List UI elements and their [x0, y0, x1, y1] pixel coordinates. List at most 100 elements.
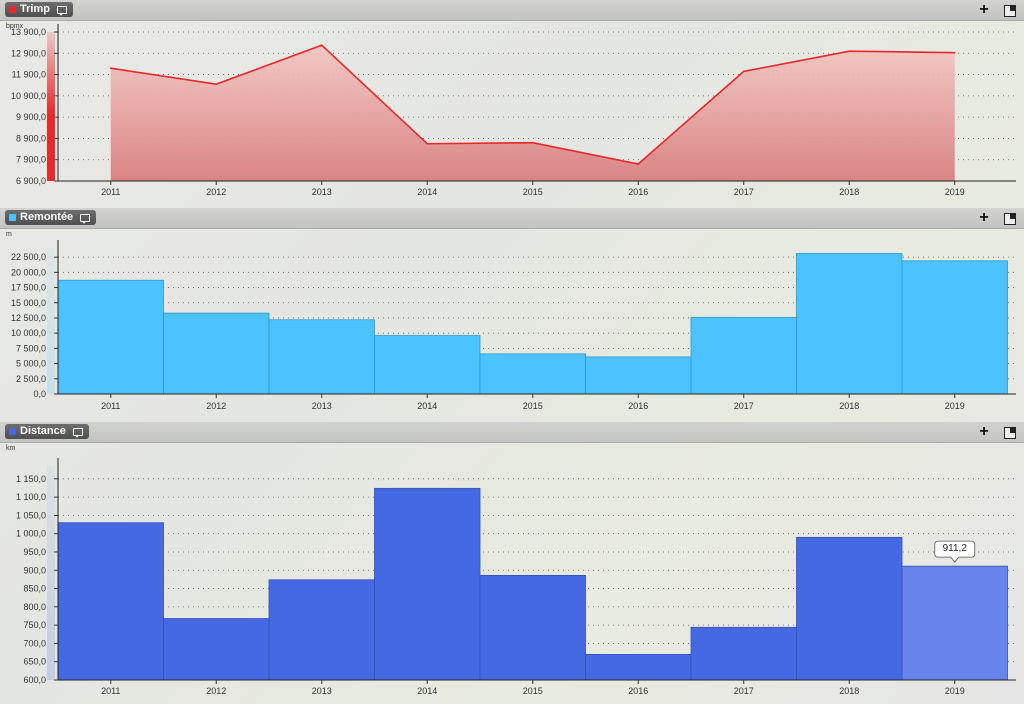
remontee-title: Remontée — [20, 211, 74, 223]
panel-header: Remontée + — [0, 208, 1024, 229]
x-tick-label: 2017 — [734, 187, 754, 197]
x-tick-label: 2016 — [628, 401, 648, 411]
data-point — [742, 70, 745, 73]
bar — [374, 487, 481, 681]
distance-title: Distance — [20, 425, 66, 437]
y-tick-label: 10 000,0 — [11, 328, 46, 338]
comment-icon[interactable] — [72, 427, 83, 438]
x-tick-label: 2019 — [945, 187, 965, 197]
tooltip-bubble — [934, 540, 976, 563]
x-tick-label: 2018 — [839, 187, 859, 197]
area-fill — [110, 45, 955, 181]
y-tick-label: 1 050,0 — [16, 510, 46, 520]
distance-chart: km 600,0 650,0 700,0 750,0 800,0 850,0 900,0 950… — [6, 445, 1016, 696]
x-tick-label: 2014 — [417, 401, 437, 411]
trimp-panel: Trimp + bpmx 6 900,0 7 900,0 8 900,0 9 900,0… — [0, 0, 1024, 208]
trimp-color-swatch — [9, 6, 16, 13]
bar — [268, 579, 375, 681]
bar — [585, 653, 692, 681]
x-tick-label: 2011 — [101, 187, 120, 197]
expand-icon[interactable] — [1004, 213, 1016, 225]
x-tick-label: 2019 — [945, 401, 965, 411]
data-point — [848, 50, 851, 52]
axis-color-bar — [47, 466, 55, 680]
y-tick-label: 20 000,0 — [11, 267, 46, 277]
x-tick-label: 2014 — [417, 686, 437, 696]
y-tick-label: 15 000,0 — [11, 298, 46, 308]
y-tick-label: 7 500,0 — [16, 343, 46, 353]
data-point — [953, 51, 956, 54]
expand-icon[interactable] — [1004, 5, 1016, 17]
panel-header: Distance + — [0, 422, 1024, 443]
bar — [163, 618, 270, 681]
data-point — [109, 67, 112, 69]
x-tick-label: 2011 — [101, 686, 120, 696]
x-tick-label: 2013 — [312, 187, 332, 197]
x-tick-label: 2014 — [417, 187, 437, 197]
y-tick-label: 11 900,0 — [12, 70, 46, 80]
bar — [901, 565, 1008, 681]
bar — [479, 353, 586, 395]
data-point — [637, 163, 640, 165]
x-tick-label: 2018 — [839, 401, 859, 411]
y-tick-label: 17 500,0 — [11, 283, 46, 293]
distance-panel: Distance + km 600,0 650,0 700,0 750,0 800,0 85… — [0, 422, 1024, 704]
y-tick-label: 2 500,0 — [16, 374, 46, 384]
axis-color-bar — [47, 113, 55, 181]
bar — [163, 312, 270, 395]
bar — [57, 522, 164, 681]
y-tick-label: 900,0 — [23, 565, 46, 575]
x-tick-label: 2012 — [206, 686, 226, 696]
bar — [374, 335, 481, 395]
y-tick-label: 7 900,0 — [16, 155, 46, 165]
trimp-title-button[interactable]: Trimp — [5, 2, 73, 17]
y-tick-label: 12 500,0 — [11, 313, 46, 323]
y-tick-label: 600,0 — [23, 675, 46, 685]
data-point — [320, 44, 323, 46]
y-tick-label: 10 900,0 — [11, 91, 46, 101]
y-tick-label: 800,0 — [23, 602, 46, 612]
x-tick-label: 2015 — [523, 187, 543, 197]
y-unit-label: m — [6, 231, 12, 238]
x-tick-label: 2017 — [734, 401, 754, 411]
bar — [585, 356, 692, 395]
x-tick-label: 2019 — [945, 686, 965, 696]
trimp-chart: bpmx 6 900,0 7 900,0 8 900,0 9 900,0 10 900,0… — [6, 23, 1016, 197]
expand-icon[interactable] — [1004, 427, 1016, 439]
x-tick-label: 2011 — [101, 401, 120, 411]
add-icon[interactable]: + — [979, 1, 989, 18]
add-icon[interactable]: + — [979, 209, 989, 226]
y-tick-label: 950,0 — [23, 547, 46, 557]
bar — [57, 279, 164, 395]
x-tick-label: 2013 — [312, 401, 332, 411]
distance-title-button[interactable]: Distance — [5, 424, 89, 439]
x-tick-label: 2013 — [312, 686, 332, 696]
y-tick-label: 22 500,0 — [11, 252, 46, 262]
x-tick-label: 2015 — [523, 401, 543, 411]
y-tick-label: 12 900,0 — [11, 48, 46, 58]
remontee-chart: m 0,0 2 500,0 5 000,0 7 500,0 10 000,0 12 500,… — [6, 231, 1016, 411]
axis-color-bar-fade — [47, 32, 55, 114]
panel-header: Trimp + — [0, 0, 1024, 21]
y-tick-label: 0,0 — [33, 389, 46, 399]
y-tick-label: 9 900,0 — [16, 112, 46, 122]
data-point — [426, 142, 429, 145]
x-tick-label: 2016 — [628, 187, 648, 197]
y-tick-label: 5 000,0 — [16, 359, 46, 369]
y-tick-label: 8 900,0 — [16, 133, 46, 143]
comment-icon[interactable] — [56, 5, 67, 16]
remontee-title-button[interactable]: Remontée — [5, 210, 97, 225]
bar — [796, 253, 903, 395]
data-point — [531, 141, 534, 144]
y-tick-label: 13 900,0 — [11, 27, 46, 37]
remontee-panel: Remontée + m 0,0 2 500,0 5 000,0 7 500,0 10 0… — [0, 208, 1024, 422]
trimp-title: Trimp — [20, 3, 50, 15]
comment-icon[interactable] — [80, 213, 91, 224]
bar — [479, 574, 586, 681]
add-icon[interactable]: + — [979, 423, 989, 440]
y-tick-label: 700,0 — [23, 638, 46, 648]
y-tick-label: 1 100,0 — [16, 492, 46, 502]
y-tick-label: 650,0 — [23, 657, 46, 667]
y-tick-label: 850,0 — [23, 584, 46, 594]
y-unit-label: bpmx — [6, 23, 24, 30]
